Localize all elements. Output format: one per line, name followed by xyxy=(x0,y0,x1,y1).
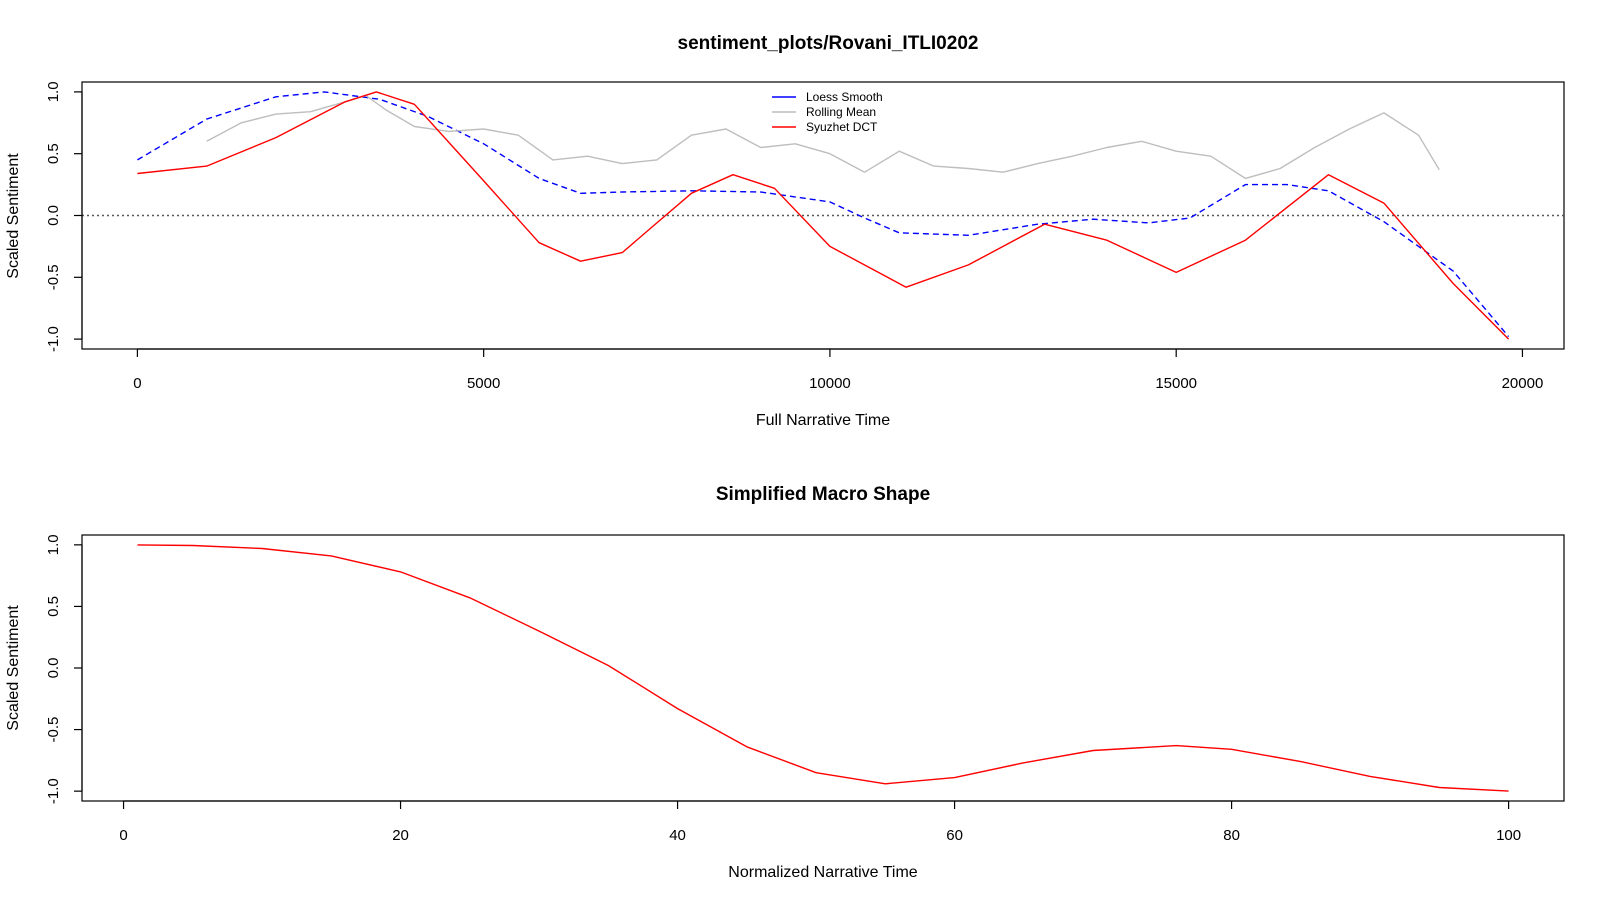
series-line-macro-shape xyxy=(137,544,1509,792)
y-tick-label: -0.5 xyxy=(45,264,62,290)
x-axis-label-macro: Normalized Narrative Time xyxy=(728,864,917,881)
x-tick-label: 10000 xyxy=(809,375,851,392)
series-group-full xyxy=(82,91,1564,340)
legend-entry: Syuzhet DCT xyxy=(806,120,878,134)
x-axis-macro: 0 20 40 60 80 100 xyxy=(119,800,1521,844)
y-tick-label: 0.0 xyxy=(45,658,62,679)
x-axis-label-full: Full Narrative Time xyxy=(756,412,890,429)
full-narrative-panel: sentiment_plots/Rovani_ITLI0202 0 5000 100… xyxy=(5,33,1565,429)
y-tick-label: -1.0 xyxy=(45,778,62,804)
plot-frame-macro xyxy=(81,534,1565,802)
x-tick-label: 20000 xyxy=(1502,375,1544,392)
x-tick-label: 60 xyxy=(946,827,963,844)
x-axis-full: 0 5000 10000 15000 20000 xyxy=(133,348,1544,392)
y-tick-label: 1.0 xyxy=(45,81,62,102)
x-tick-label: 0 xyxy=(119,827,127,844)
x-tick-label: 100 xyxy=(1496,827,1521,844)
series-line-rolling-mean xyxy=(206,94,1440,180)
x-tick-label: 80 xyxy=(1223,827,1240,844)
x-tick-label: 0 xyxy=(133,375,141,392)
y-tick-label: 0.5 xyxy=(45,143,62,164)
legend-entry: Loess Smooth xyxy=(806,90,883,104)
series-group-macro xyxy=(137,544,1509,792)
chart-title-full: sentiment_plots/Rovani_ITLI0202 xyxy=(678,33,979,54)
y-tick-label: 1.0 xyxy=(45,534,62,555)
x-tick-label: 40 xyxy=(669,827,686,844)
y-tick-label: -1.0 xyxy=(45,326,62,352)
y-axis-label-full: Scaled Sentiment xyxy=(5,153,22,279)
y-tick-label: 0.0 xyxy=(45,205,62,226)
x-tick-label: 15000 xyxy=(1155,375,1197,392)
x-tick-label: 5000 xyxy=(467,375,500,392)
y-axis-full: -1.0 -0.5 0.0 0.5 1.0 xyxy=(45,81,83,352)
y-tick-label: -0.5 xyxy=(45,717,62,743)
legend-entry: Rolling Mean xyxy=(806,105,876,119)
y-tick-label: 0.5 xyxy=(45,596,62,617)
macro-shape-panel: Simplified Macro Shape 0 20 40 60 80 100 -1.0… xyxy=(5,484,1565,881)
series-line-syuzhet-dct xyxy=(137,91,1510,340)
y-axis-label-macro: Scaled Sentiment xyxy=(5,605,22,731)
chart-title-macro: Simplified Macro Shape xyxy=(716,484,930,505)
x-tick-label: 20 xyxy=(392,827,409,844)
y-axis-macro: -1.0 -0.5 0.0 0.5 1.0 xyxy=(45,534,83,804)
